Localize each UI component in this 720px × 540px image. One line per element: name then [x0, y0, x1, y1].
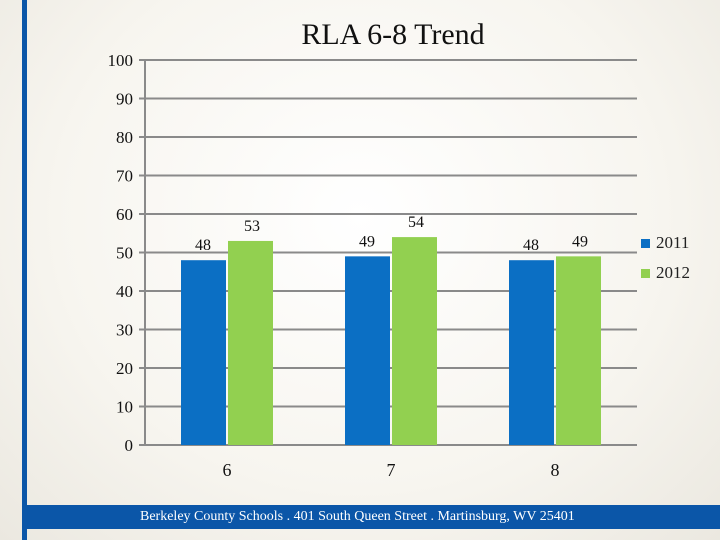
gridlines	[139, 59, 637, 446]
ytick-label-50: 50	[116, 244, 133, 263]
data-label-2011-grade-8: 48	[523, 237, 539, 254]
legend-label-2012: 2012	[656, 263, 690, 282]
data-label-2011-grade-7: 49	[359, 233, 375, 250]
footer-band	[27, 505, 720, 529]
bar-2011-grade-7	[345, 256, 390, 445]
xtick-label-8: 8	[551, 460, 560, 480]
bar-2012-grade-6	[228, 240, 273, 445]
ytick-label-80: 80	[116, 128, 133, 147]
legend-item-2012: 2012	[641, 258, 690, 288]
xtick-label-6: 6	[223, 460, 232, 480]
bar-2011-grade-6	[181, 260, 226, 445]
legend-swatch-2011	[641, 238, 650, 248]
data-label-2012-grade-7: 54	[408, 214, 424, 231]
chart-title: RLA 6-8 Trend	[301, 18, 484, 51]
footer-address: Berkeley County Schools . 401 South Quee…	[140, 509, 575, 524]
ytick-label-100: 100	[108, 51, 134, 70]
data-label-2012-grade-8: 49	[572, 233, 588, 250]
bar-2012-grade-8	[556, 256, 601, 445]
bar-2012-grade-7	[392, 237, 437, 445]
xtick-label-7: 7	[387, 460, 396, 480]
ytick-label-20: 20	[116, 359, 133, 378]
ytick-label-60: 60	[116, 205, 133, 224]
bar-2011-grade-8	[509, 260, 554, 445]
ytick-label-40: 40	[116, 282, 133, 301]
data-label-2011-grade-6: 48	[195, 237, 211, 254]
ytick-label-0: 0	[125, 436, 134, 455]
ytick-label-10: 10	[116, 398, 133, 417]
ytick-label-90: 90	[116, 90, 133, 109]
x-axis-ticks: 6 7 8	[223, 460, 560, 480]
bars: 48 53 49 54 48 49	[181, 214, 601, 445]
ytick-label-30: 30	[116, 321, 133, 340]
left-accent-bar	[22, 0, 27, 540]
legend-item-2011: 2011	[641, 228, 690, 258]
legend-label-2011: 2011	[656, 233, 690, 252]
y-axis-ticks: 0 10 20 30 40 50 60 70 80 90 100	[108, 51, 134, 455]
ytick-label-70: 70	[116, 167, 133, 186]
data-label-2012-grade-6: 53	[244, 218, 260, 235]
legend-swatch-2012	[641, 268, 650, 278]
legend: 2011 2012	[641, 228, 690, 288]
